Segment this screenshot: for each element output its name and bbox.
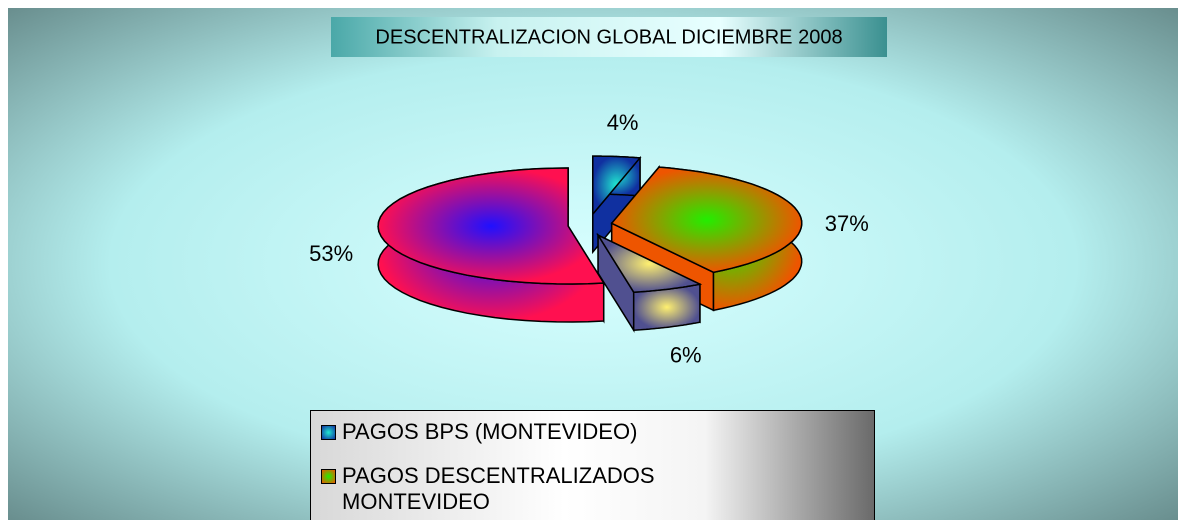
legend-label: PAGOS BPS (MONTEVIDEO)	[342, 419, 638, 444]
pie	[377, 155, 803, 333]
legend-entry: PAGOS DESCENTRALIZADOS MONTEVIDEO	[321, 463, 864, 515]
data-label: 37%	[825, 211, 869, 236]
title-box	[331, 17, 887, 57]
slice	[610, 166, 803, 274]
chart-title: DESCENTRALIZACION GLOBAL DICIEMBRE 2008	[375, 26, 842, 48]
slice	[592, 155, 642, 217]
legend-entry: PAGOS BPS (MONTEVIDEO)	[321, 419, 864, 445]
legend: PAGOS BPS (MONTEVIDEO) PAGOS DESCENTRALIZ…	[310, 410, 875, 520]
legend-label: PAGOS DESCENTRALIZADOS MONTEVIDEO	[342, 463, 655, 514]
data-label: 4%	[607, 110, 639, 135]
data-label: 6%	[670, 342, 702, 367]
slice	[596, 233, 703, 293]
legend-swatch	[321, 469, 336, 484]
legend-swatch	[321, 425, 336, 440]
slice	[377, 167, 606, 285]
data-label: 53%	[309, 241, 353, 266]
